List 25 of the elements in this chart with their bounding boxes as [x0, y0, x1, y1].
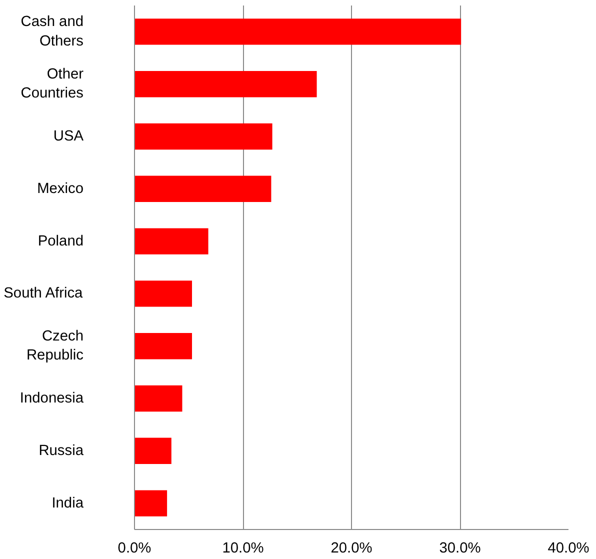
x-tick-label: 10.0%	[222, 540, 264, 556]
y-tick-label: India	[52, 495, 84, 512]
x-tick-label: 0.0%	[118, 540, 152, 556]
bar	[134, 490, 168, 516]
bar	[134, 18, 462, 45]
x-tick-label: 40.0%	[548, 540, 590, 556]
y-tick-label: Cash and Others	[20, 14, 84, 50]
y-tick-label: USA	[53, 128, 84, 144]
bar	[134, 176, 272, 202]
y-tick-label: Indonesia	[20, 390, 84, 406]
bar	[134, 228, 208, 254]
y-tick-label: Russia	[38, 442, 84, 459]
bar	[134, 385, 182, 412]
y-tick-label: Czech Republic	[26, 328, 84, 364]
y-tick-label: Other Countries	[20, 66, 84, 102]
bar	[134, 71, 317, 98]
bar	[134, 123, 272, 150]
bar	[134, 280, 192, 307]
bar	[134, 438, 172, 464]
x-tick-label: 30.0%	[439, 540, 481, 556]
bar	[134, 333, 192, 360]
x-tick-label: 20.0%	[330, 540, 372, 556]
y-tick-label: South Africa	[4, 286, 84, 302]
y-tick-label: Poland	[38, 233, 84, 250]
y-tick-label: Mexico	[37, 180, 84, 197]
